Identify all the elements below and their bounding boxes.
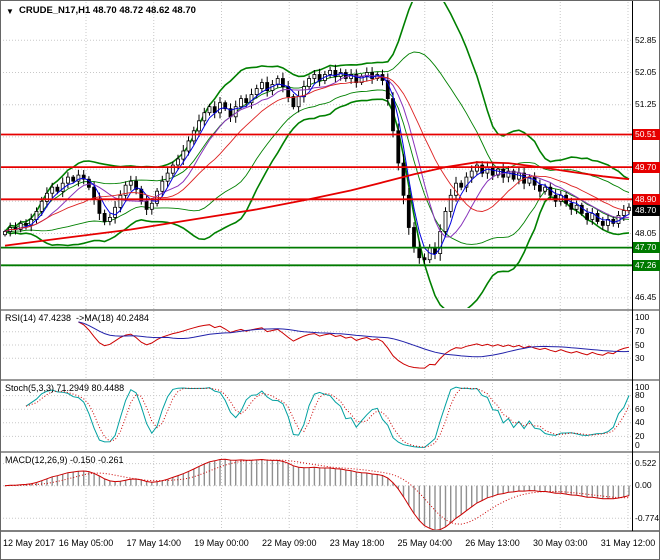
chart-symbol-title: CRUDE_N17,H1 48.70 48.72 48.62 48.70 — [19, 5, 196, 16]
price-axis-label: 30 — [635, 352, 645, 363]
rsi-plot-layer — [78, 321, 630, 369]
price-level-badge: 49.70 — [633, 161, 660, 173]
time-axis-label: 16 May 05:00 — [58, 538, 114, 548]
time-axis-label: 25 May 04:00 — [397, 538, 453, 548]
price-axis-label: 52.85 — [635, 34, 657, 45]
price-axis-label: 50 — [635, 339, 645, 350]
price-axis-label: 20 — [635, 430, 645, 441]
price-axis-label: 70 — [635, 326, 645, 337]
price-axis-label: 100 — [635, 311, 650, 322]
dropdown-triangle-icon: ▼ — [6, 7, 14, 16]
level-lines-layer — [0, 133, 632, 267]
price-axis-label: 40 — [635, 417, 645, 428]
time-axis-label: 12 May 2017 — [3, 538, 56, 548]
symbol-menu-button[interactable]: ▼ — [4, 6, 16, 18]
price-axis-label: 48.05 — [635, 228, 657, 238]
price-axis-label: 80 — [635, 390, 645, 401]
time-axis-label: 23 May 18:00 — [329, 538, 385, 548]
candles-layer — [3, 64, 631, 264]
price-axis-label: 0 — [635, 439, 640, 450]
time-axis-label: 17 May 14:00 — [126, 538, 182, 548]
stoch-indicator-label: Stoch(5,3,3) 71.2949 80.4488 — [5, 383, 125, 393]
price-axis-label: 0.00 — [635, 480, 652, 491]
price-axis-label: 52.05 — [635, 67, 657, 77]
price-axis-label: -0.774 — [635, 512, 660, 523]
price-level-badge: 48.70 — [633, 204, 660, 216]
price-axis-label: 46.45 — [635, 292, 657, 303]
price-level-badge: 47.70 — [633, 242, 660, 254]
time-axis[interactable]: 12 May 2017 16 May 05:00 17 May 14:00 19 Ma… — [0, 531, 660, 560]
price-axis[interactable]: 52.85 52.05 51.25 48.05 46.45 100 70 50 30 100 80 6… — [633, 0, 660, 531]
moving-averages-layer — [4, 72, 630, 256]
price-axis-label: 100 — [635, 381, 650, 392]
price-axis-label: 0.522 — [635, 458, 657, 469]
macd-plot-layer — [4, 458, 630, 530]
price-axis-label: 60 — [635, 403, 645, 414]
price-level-badge: 47.26 — [633, 259, 660, 271]
stoch-plot-layer — [25, 386, 630, 448]
price-level-badge: 50.51 — [633, 129, 660, 140]
time-axis-label: 22 May 09:00 — [261, 538, 317, 548]
macd-indicator-label: MACD(12,26,9) -0.150 -0.261 — [5, 455, 124, 465]
price-level-badge: 48.90 — [633, 193, 660, 205]
price-axis-label: 51.25 — [635, 99, 657, 110]
time-axis-label: 26 May 13:00 — [465, 538, 520, 548]
time-axis-label: 31 May 12:00 — [600, 538, 656, 548]
time-axis-label: 30 May 03:00 — [532, 538, 588, 548]
rsi-indicator-label: RSI(14) 47.4238 ->MA(18) 40.2484 — [5, 313, 149, 323]
time-axis-label: 19 May 00:00 — [194, 538, 249, 548]
